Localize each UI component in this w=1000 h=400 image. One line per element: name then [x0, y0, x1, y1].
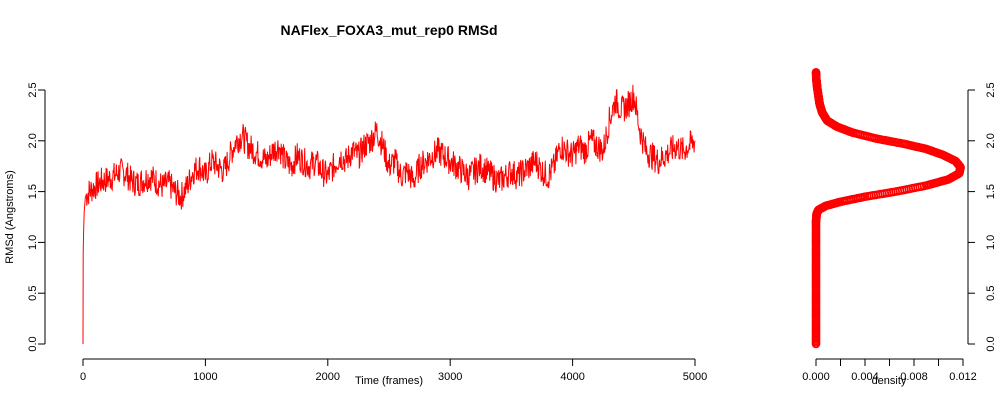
rmsd-series-line	[82, 84, 696, 345]
density-x-tick-label: 0.012	[949, 371, 977, 383]
density-plot-axes: 0.000 0.004 0.008 0.012 0.00.51.01.52.02.5 …	[802, 82, 997, 387]
chart-title: NAFlex_FOXA3_mut_rep0 RMSd	[280, 22, 497, 38]
density-x-tick-label: 0.000	[802, 371, 830, 383]
density-y-tick-label: 1.5	[985, 184, 997, 199]
density-point	[811, 68, 821, 77]
x-tick-label: 3000	[438, 371, 462, 383]
y-tick-label: 0.5	[27, 286, 39, 301]
density-y-tick-label: 2.5	[985, 82, 997, 97]
y-tick-label: 2.5	[27, 82, 39, 97]
density-y-tick-label: 0.0	[985, 336, 997, 351]
density-x-axis-label: density	[872, 375, 907, 387]
x-tick-label: 2000	[316, 371, 340, 383]
density-y-tick-label: 0.5	[985, 286, 997, 301]
x-tick-label: 1000	[193, 371, 217, 383]
x-tick-label: 0	[80, 371, 86, 383]
main-plot-axes: 0 1000 2000 3000 4000 5000 0.0 0.5 1.0 1.5 2.0 2.5…	[4, 82, 707, 387]
density-x-tick-label: 0.008	[900, 371, 928, 383]
x-axis-label: Time (frames)	[355, 375, 423, 387]
y-tick-label: 1.0	[27, 235, 39, 250]
x-tick-label: 5000	[683, 371, 707, 383]
y-tick-label: 1.5	[27, 184, 39, 199]
density-x-tick-label: 0.004	[851, 371, 879, 383]
x-tick-label: 4000	[560, 371, 584, 383]
y-axis-label: RMSd (Angstroms)	[4, 170, 16, 264]
y-tick-label: 0.0	[27, 336, 39, 351]
y-tick-label: 2.0	[27, 133, 39, 148]
density-y-tick-label: 1.0	[985, 235, 997, 250]
density-y-tick-label: 2.0	[985, 133, 997, 148]
